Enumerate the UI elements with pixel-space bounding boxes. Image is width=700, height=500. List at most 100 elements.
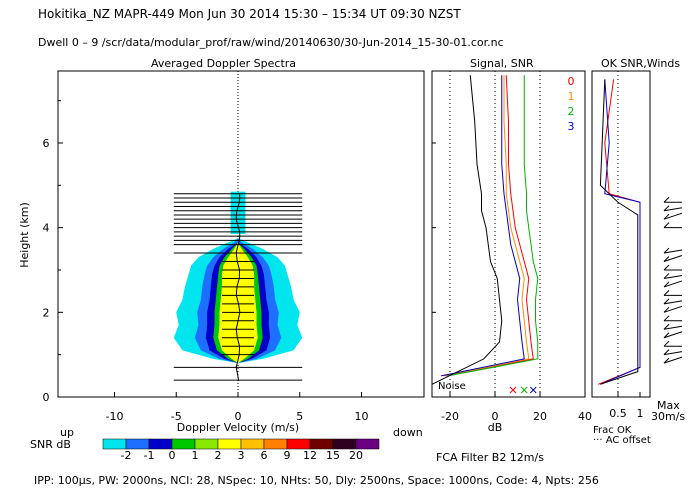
wind-barb (663, 356, 683, 364)
y-tick-label: 4 (43, 222, 50, 235)
colorbar-tick-label: 12 (303, 449, 317, 462)
wind-barb (663, 255, 683, 262)
wind-barb (663, 207, 683, 212)
x-axis-label: Doppler Velocity (m/s) (177, 421, 299, 434)
wind-barb-head (663, 323, 670, 330)
wind-barb (663, 300, 683, 305)
wind-barb-head (663, 298, 670, 305)
colorbar-tick-label: 9 (284, 449, 291, 462)
wind-barb-head (663, 332, 670, 339)
wind-barb-head (663, 256, 670, 262)
y-tick-label: 6 (43, 137, 50, 150)
signal-frame (431, 70, 586, 398)
colorbar-tick-label: 0 (169, 449, 176, 462)
colorbar-cell (148, 438, 173, 450)
wind-barb (663, 280, 683, 288)
wind-barb (663, 351, 683, 356)
up-label: up (60, 426, 74, 439)
params-line: IPP: 100µs, PW: 2000ns, NCI: 28, NSpec: … (34, 474, 599, 487)
wind-barb-head (663, 340, 670, 347)
colorbar-cell (355, 438, 380, 450)
signal-legend-3: 3 (568, 120, 575, 133)
wind-barb (663, 249, 683, 254)
x-tick-label: -5 (171, 410, 182, 423)
snr-label: SNR dB (30, 438, 71, 451)
wind-barb-head (663, 306, 670, 313)
x-tick-label: -10 (106, 410, 124, 423)
colorbar-cell (125, 438, 150, 450)
colorbar-tick-label: 15 (326, 449, 340, 462)
winds-series-3 (600, 79, 641, 385)
y-tick-label: 0 (43, 391, 50, 404)
noise-marker (509, 386, 517, 394)
winds-x-tick-label: 1 (637, 407, 644, 420)
winds-title: OK SNR,Winds (601, 57, 681, 70)
wind-barb-head (663, 205, 670, 212)
wind-barb-head (663, 247, 670, 254)
header-line-2: Dwell 0 – 9 /scr/data/modular_prof/raw/w… (38, 36, 504, 49)
wind-barb (663, 325, 683, 330)
wind-barb-head (663, 281, 670, 288)
colorbar-cell (217, 438, 242, 450)
colorbar-cell (240, 438, 265, 450)
x-tick-label: 5 (296, 410, 303, 423)
colorbar-cell (263, 438, 288, 450)
wind-barb (663, 212, 683, 220)
signal-legend-0: 0 (568, 75, 575, 88)
y-axis-label: Height (km) (18, 202, 31, 268)
colorbar-cell (309, 438, 334, 450)
max-label: Max (657, 399, 680, 412)
colorbar-tick-label: 3 (238, 449, 245, 462)
signal-title: Signal, SNR (470, 57, 534, 70)
ac-offset-label: ··· AC offset (593, 435, 651, 446)
header-line-1: Hokitika_NZ MAPR-449 Mon Jun 30 2014 15:… (38, 7, 461, 21)
wind-barb-head (663, 315, 670, 322)
noise-label: Noise (438, 381, 466, 392)
wind-barb-head (663, 290, 670, 296)
winds-series-noise (599, 79, 639, 385)
spectrum-contour (218, 238, 258, 372)
signal-legend-2: 2 (568, 105, 575, 118)
winds-series-0 (598, 79, 641, 385)
signal-series-2 (447, 75, 539, 377)
signal-x-tick-label: 40 (578, 410, 592, 423)
colorbar-cell (171, 438, 196, 450)
signal-x-axis-label: dB (488, 421, 503, 434)
signal-x-tick-label: 0 (492, 410, 499, 423)
down-label: down (393, 426, 423, 439)
colorbar-tick-label: -1 (144, 449, 155, 462)
wind-barb-head (663, 273, 670, 279)
x-tick-label: 0 (235, 410, 242, 423)
wind-barb-head (663, 264, 670, 271)
y-tick-label: 2 (43, 306, 50, 319)
colorbar-tick-label: 1 (192, 449, 199, 462)
colorbar-cell (286, 438, 311, 450)
wind-barb-head (663, 222, 670, 229)
frac-ok-label: Frac OK (593, 425, 632, 436)
spectrum-peak-line (235, 193, 241, 381)
signal-series-noise (431, 75, 503, 385)
colorbar-cell (332, 438, 357, 450)
wind-barb (663, 305, 683, 313)
signal-series-3 (440, 75, 525, 377)
colorbar-tick-label: 2 (215, 449, 222, 462)
wind-barb-head (663, 213, 670, 220)
wind-barb-head (663, 349, 670, 356)
signal-legend-1: 1 (568, 90, 575, 103)
filter-label: FCA Filter B2 12m/s (436, 451, 544, 464)
signal-series-0 (445, 75, 534, 377)
noise-marker (520, 386, 528, 394)
wind-barb (663, 331, 683, 339)
signal-series-1 (443, 75, 530, 377)
wind-barb (663, 274, 683, 279)
signal-x-tick-label: -20 (441, 410, 459, 423)
colorbar-cell (102, 438, 127, 450)
colorbar-tick-label: -2 (121, 449, 132, 462)
colorbar-cell (194, 438, 219, 450)
spectra-title: Averaged Doppler Spectra (151, 57, 297, 70)
signal-x-tick-label: 20 (533, 410, 547, 423)
colorbar-tick-label: 6 (261, 449, 268, 462)
wind-barb-head (663, 357, 670, 364)
winds-frame (591, 70, 651, 398)
